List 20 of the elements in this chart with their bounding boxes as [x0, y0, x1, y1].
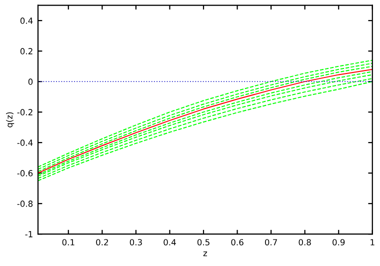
y-tick-label: 0.4: [20, 18, 33, 24]
x-tick-label: 0.6: [231, 239, 244, 246]
x-tick-label: 0.5: [197, 239, 210, 246]
x-axis-title: z: [203, 252, 208, 256]
x-tick-label: 0.9: [332, 239, 345, 246]
y-tick-label: -1: [25, 231, 32, 238]
y-tick-label: 0: [28, 78, 33, 85]
x-tick-label: 0.2: [96, 239, 108, 246]
y-tick-label: 0.2: [20, 48, 32, 54]
y-axis-title: q(z): [6, 112, 14, 128]
x-tick-label: 0.1: [62, 239, 74, 246]
y-tick-label: -0.6: [17, 170, 33, 176]
x-tick-label: 0.4: [164, 239, 176, 246]
x-tick-label: 0.8: [298, 239, 311, 246]
x-tick-label: 0.3: [130, 239, 142, 246]
y-tick-label: -0.2: [17, 109, 32, 116]
y-tick-label: -0.8: [17, 200, 33, 207]
y-tick-label: -0.4: [17, 140, 33, 146]
x-tick-label: 1: [370, 239, 374, 246]
x-tick-label: 0.7: [264, 239, 277, 246]
